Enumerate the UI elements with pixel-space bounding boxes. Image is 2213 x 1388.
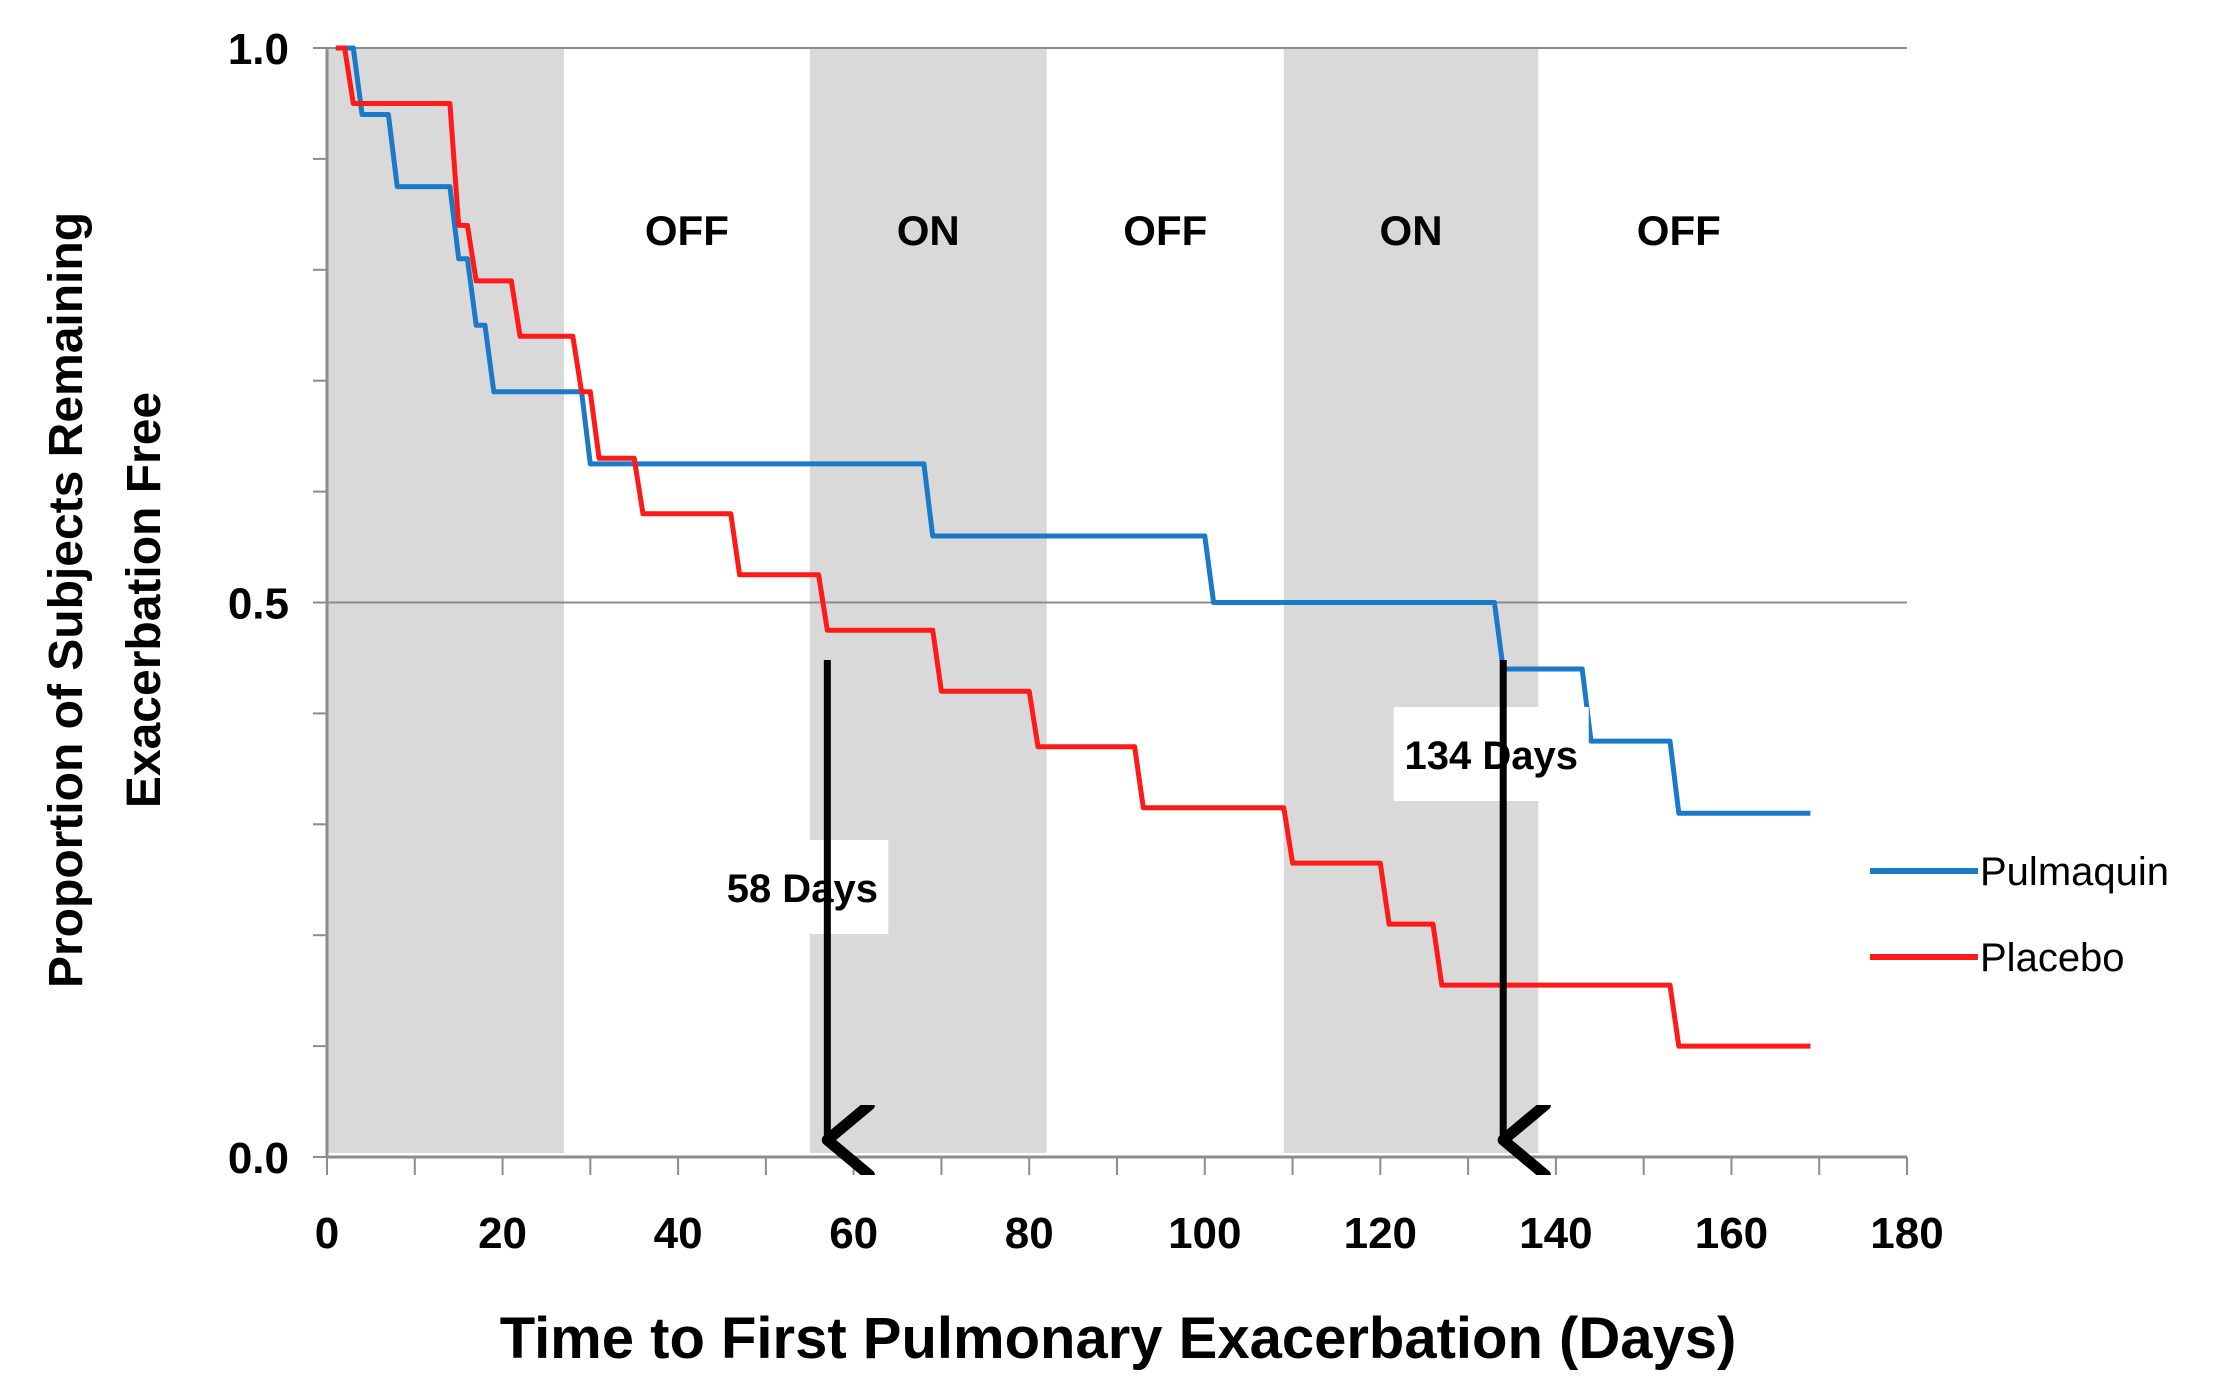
band-label-on: ON [1380, 207, 1443, 254]
y-tick-label: 0.0 [228, 1134, 289, 1183]
y-axis-title-line-2: Exacerbation Free [118, 392, 171, 808]
band-label-off: OFF [645, 207, 729, 254]
series-line-placebo [335, 45, 1811, 1049]
x-tick-label: 140 [1519, 1209, 1592, 1258]
x-axis-title: Time to First Pulmonary Exacerbation (Da… [500, 1306, 1737, 1371]
band-labels: OFF ON OFF ON OFF [645, 207, 1721, 254]
legend-label-placebo: Placebo [1980, 936, 2125, 980]
annotation-box [1393, 707, 1589, 801]
x-tick-label: 60 [829, 1209, 878, 1258]
x-tick-label: 160 [1695, 1209, 1768, 1258]
band-label-off: OFF [1123, 207, 1207, 254]
axes [313, 47, 1908, 1175]
x-tick-label: 180 [1870, 1209, 1943, 1258]
series-line-pulmaquin [335, 45, 1811, 816]
x-tick-label: 20 [478, 1209, 527, 1258]
y-tick-label: 0.5 [228, 580, 289, 629]
legend: Pulmaquin Placebo [1870, 850, 2169, 980]
x-tick-labels: 0 20 40 60 80 100 120 140 160 180 [315, 1209, 1944, 1258]
x-tick-label: 0 [315, 1209, 339, 1258]
band-label-on: ON [897, 207, 960, 254]
y-tick-label: 1.0 [228, 25, 289, 74]
treatment-bands [327, 48, 1539, 1153]
y-axis-title-line-1: Proportion of Subjects Remaining [40, 212, 93, 988]
median-annotations: 58 Days 134 Days [716, 660, 1589, 1140]
y-tick-labels: 0.0 0.5 1.0 [228, 25, 289, 1183]
x-tick-label: 120 [1344, 1209, 1417, 1258]
x-tick-label: 80 [1005, 1209, 1054, 1258]
legend-label-pulmaquin: Pulmaquin [1980, 850, 2169, 894]
band-label-off: OFF [1637, 207, 1721, 254]
on-band [809, 48, 1047, 1153]
survival-curves [335, 45, 1811, 1049]
annotation-label: 58 Days [727, 867, 878, 911]
x-tick-label: 100 [1168, 1209, 1241, 1258]
gridlines [327, 47, 1907, 604]
annotation-label: 134 Days [1404, 734, 1577, 778]
y-axis-title: Proportion of Subjects Remaining Exacerb… [40, 212, 171, 988]
on-band [327, 48, 564, 1153]
x-tick-label: 40 [654, 1209, 703, 1258]
annotation-box [716, 840, 889, 934]
